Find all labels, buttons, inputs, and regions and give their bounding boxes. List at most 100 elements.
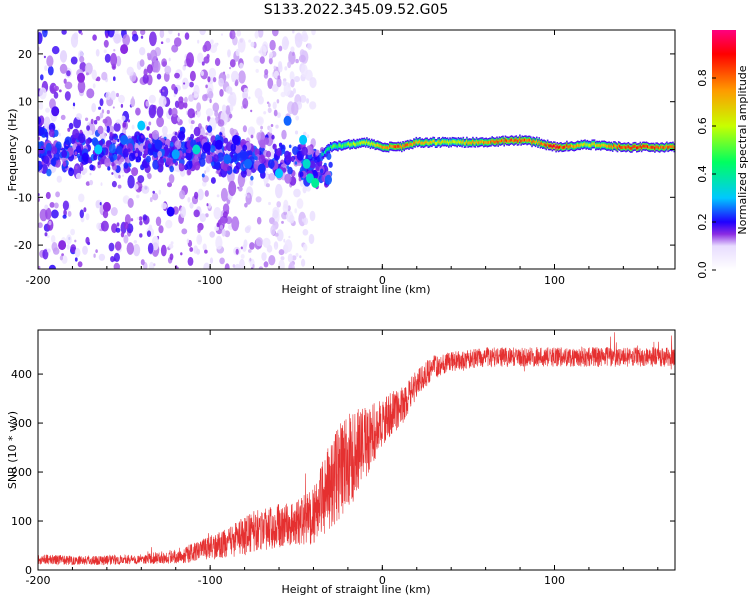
spectrogram-cell bbox=[56, 175, 62, 183]
spectrogram-cell bbox=[281, 148, 286, 155]
spectrogram-cell bbox=[115, 227, 121, 233]
spectrogram-ridge bbox=[552, 144, 555, 148]
spectrogram-cell bbox=[326, 152, 332, 160]
spectrogram-cell bbox=[105, 32, 109, 39]
spectrogram-cell bbox=[118, 174, 121, 179]
spectrogram-cell bbox=[186, 52, 194, 68]
spectrogram-ridge bbox=[556, 145, 559, 148]
spectrogram-cell bbox=[142, 214, 148, 221]
spectrogram-cell bbox=[147, 242, 154, 254]
spectrogram-ridge bbox=[492, 140, 495, 144]
spectrogram-cell bbox=[206, 203, 209, 207]
spectrogram-cell bbox=[231, 216, 240, 232]
spectrogram-ridge bbox=[367, 141, 369, 145]
spectrogram-ridge bbox=[322, 152, 325, 156]
spectrogram-cell bbox=[226, 73, 230, 79]
spectrogram-cell bbox=[106, 109, 110, 115]
spectrogram-cell bbox=[140, 30, 146, 36]
spectrogram-ridge bbox=[408, 143, 410, 147]
spectrogram-ridge bbox=[648, 145, 650, 149]
spectrogram-ridge bbox=[431, 141, 433, 145]
spectrogram-ridge bbox=[363, 140, 366, 144]
spectrogram-cell bbox=[306, 98, 310, 104]
spectrogram-blob bbox=[154, 139, 163, 150]
spectrogram-cell bbox=[292, 30, 295, 34]
spectrogram-ridge bbox=[640, 146, 643, 150]
spectrogram-ridge bbox=[402, 144, 404, 147]
spectrogram-ridge bbox=[346, 142, 349, 146]
spectrogram-ridge bbox=[396, 145, 398, 149]
spectrogram-cell bbox=[153, 60, 161, 73]
spectrogram-ridge bbox=[654, 146, 656, 150]
spectrogram-cell bbox=[207, 90, 214, 99]
spectrogram-ridge bbox=[538, 140, 540, 144]
spectrogram-ridge bbox=[520, 139, 522, 143]
spectrogram-marks bbox=[38, 30, 675, 269]
spectrogram-cell bbox=[108, 143, 116, 154]
spectrogram-cell bbox=[215, 235, 223, 250]
spectrogram-ridge bbox=[667, 146, 669, 150]
spectrogram-cell bbox=[100, 182, 103, 187]
spectrogram-cell bbox=[38, 127, 45, 136]
spectrogram-ridge bbox=[469, 141, 472, 145]
spectrogram-cell bbox=[268, 255, 276, 266]
spectrogram-cell bbox=[75, 165, 78, 170]
spectrogram-ridge bbox=[417, 140, 420, 144]
spectrogram-ridge bbox=[551, 145, 554, 149]
spectrogram-cell bbox=[278, 249, 285, 256]
spectrogram-ridge bbox=[533, 140, 536, 144]
spectrogram-blob bbox=[223, 154, 232, 165]
snr-series-line bbox=[38, 332, 675, 566]
spectrogram-cell bbox=[206, 125, 213, 133]
spectrogram-cell bbox=[216, 194, 220, 198]
spectrogram-cell bbox=[283, 39, 290, 47]
spectrogram-cell bbox=[139, 47, 146, 56]
spectrogram-ridge bbox=[454, 140, 456, 144]
spectrogram-cell bbox=[65, 139, 70, 146]
spectrogram-cell bbox=[72, 102, 76, 107]
spectrogram-cell bbox=[235, 79, 239, 86]
spectrogram-cell bbox=[126, 66, 134, 77]
spectrogram-cell bbox=[229, 139, 232, 143]
spectrogram-cell bbox=[255, 237, 263, 247]
spectrogram-cell bbox=[187, 197, 191, 203]
spectrogram-cell bbox=[269, 51, 273, 59]
spectrogram-ridge bbox=[484, 140, 486, 144]
spectrogram-cell bbox=[149, 261, 155, 269]
spectrogram-cell bbox=[273, 109, 278, 117]
spectrogram-cell bbox=[253, 55, 261, 63]
spectrogram-cell bbox=[152, 159, 160, 170]
spectrogram-cell bbox=[135, 107, 141, 116]
snr-xtick-label: -200 bbox=[26, 574, 51, 587]
spectrogram-blob bbox=[257, 163, 266, 174]
spectrogram-cell bbox=[179, 127, 183, 131]
spectrogram-cell bbox=[46, 235, 50, 238]
spectrogram-cell bbox=[165, 219, 173, 229]
spectrogram-ridge bbox=[597, 144, 599, 148]
spectrogram-ridge bbox=[468, 141, 471, 145]
spectrogram-ridge bbox=[495, 140, 497, 144]
spectrogram-cell bbox=[193, 84, 200, 97]
spectrogram-cell bbox=[311, 30, 316, 36]
spectrogram-cell bbox=[77, 261, 83, 268]
spectrogram-cell bbox=[38, 32, 43, 45]
spectrogram-cell bbox=[268, 57, 273, 65]
spectrogram-cell bbox=[158, 95, 167, 108]
spectrogram-cell bbox=[168, 174, 175, 184]
spectrogram-cell bbox=[38, 222, 43, 229]
spectrogram-cell bbox=[199, 30, 206, 36]
spectrogram-ridge bbox=[599, 144, 602, 148]
spectrogram-ridge bbox=[642, 144, 644, 148]
spectrogram-cell bbox=[85, 72, 89, 76]
spectrogram-cell bbox=[189, 70, 196, 82]
spectrogram-cell bbox=[90, 118, 94, 125]
spectrogram-ridge bbox=[584, 142, 586, 146]
spectrogram-cell bbox=[178, 96, 184, 104]
spectrogram-ytick-label: 0 bbox=[25, 144, 32, 157]
spectrogram-cell bbox=[91, 69, 97, 80]
spectrogram-cell bbox=[190, 124, 194, 130]
spectrogram-ytick-label: -10 bbox=[14, 191, 32, 204]
spectrogram-ridge bbox=[376, 143, 379, 147]
spectrogram-cell bbox=[262, 237, 271, 248]
spectrogram-cell bbox=[139, 59, 145, 67]
